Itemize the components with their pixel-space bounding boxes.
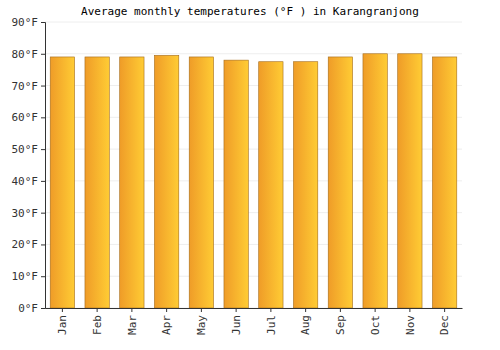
y-tick-mark (41, 213, 45, 214)
y-tick: 90°F (12, 16, 46, 29)
y-tick-label: 40°F (12, 175, 39, 188)
x-tick-label: Sep (334, 315, 347, 335)
x-axis-line (46, 308, 463, 309)
y-tick-label: 50°F (12, 143, 39, 156)
y-tick-mark (41, 117, 45, 118)
bar (432, 57, 456, 308)
y-tick: 0°F (18, 302, 45, 315)
x-tick-mark (97, 308, 98, 312)
x-tick: May (195, 308, 208, 335)
title: Average monthly temperatures (°F ) in Ka… (81, 5, 419, 18)
y-tick-mark (41, 244, 45, 245)
x-tick-mark (409, 308, 410, 312)
x-tick-mark (131, 308, 132, 312)
x-tick-label: Nov (404, 315, 417, 335)
x-tick-mark (340, 308, 341, 312)
x-tick-mark (201, 308, 202, 312)
bar (120, 57, 144, 308)
x-tick-label: Jan (56, 315, 69, 335)
y-tick-mark (41, 149, 45, 150)
y-tick: 60°F (12, 111, 46, 124)
y-tick: 80°F (12, 48, 46, 61)
x-tick: Jan (56, 308, 69, 335)
x-tick-label: Feb (91, 315, 104, 335)
y-tick-label: 20°F (12, 238, 39, 251)
bar (328, 57, 352, 308)
x-tick-label: Apr (160, 315, 173, 335)
x-tick-label: Dec (438, 315, 451, 335)
x-tick-mark (375, 308, 376, 312)
y-tick: 10°F (12, 270, 46, 283)
bar (293, 62, 317, 308)
x-tick: Mar (126, 308, 139, 335)
y-tick-label: 10°F (12, 270, 39, 283)
x-tick-mark (62, 308, 63, 312)
y-tick: 20°F (12, 238, 46, 251)
x-tick-label: Jun (230, 315, 243, 335)
x-tick: Dec (438, 308, 451, 335)
x-tick-label: Aug (299, 315, 312, 335)
y-tick: 70°F (12, 80, 46, 93)
x-tick: Oct (369, 308, 382, 335)
y-tick-label: 70°F (12, 80, 39, 93)
x-tick-label: Mar (126, 315, 139, 335)
y-tick-label: 0°F (18, 302, 38, 315)
y-tick-mark (41, 308, 45, 309)
y-axis-line (41, 23, 46, 309)
y-tick: 30°F (12, 207, 46, 220)
grid-line (45, 22, 462, 23)
x-tick-label: Oct (369, 315, 382, 335)
y-tick-label: 60°F (12, 111, 39, 124)
x-tick: Jul (265, 308, 278, 335)
x-tick: Jun (230, 308, 243, 335)
y-tick-label: 80°F (12, 48, 39, 61)
x-tick-mark (305, 308, 306, 312)
bar (363, 54, 387, 308)
y-axis: 0°F 10°F 20°F 30°F 40°F 50°F 60°F 70°F 80°F 90°F (12, 16, 46, 315)
y-tick-mark (41, 22, 45, 23)
bar (189, 57, 213, 308)
y-tick-label: 30°F (12, 207, 39, 220)
x-tick: Nov (404, 308, 417, 335)
y-tick-mark (41, 54, 45, 55)
bar (259, 62, 283, 308)
bar (154, 55, 178, 308)
x-tick: Aug (299, 308, 312, 335)
x-tick: Sep (334, 308, 347, 335)
bar (50, 57, 74, 308)
y-tick-mark (41, 276, 45, 277)
x-tick: Apr (160, 308, 173, 335)
y-tick-mark (41, 181, 45, 182)
bar (224, 60, 248, 308)
grid (45, 22, 462, 308)
x-tick-label: May (195, 315, 208, 335)
y-tick: 40°F (12, 175, 46, 188)
bar (85, 57, 109, 308)
y-tick-mark (41, 86, 45, 87)
chart: 0°F 10°F 20°F 30°F 40°F 50°F 60°F 70°F 80°F 90°F J… (0, 0, 500, 350)
x-tick-mark (236, 308, 237, 312)
x-tick-label: Jul (265, 315, 278, 335)
y-tick-label: 90°F (12, 16, 39, 29)
bar (398, 54, 422, 308)
x-tick-mark (444, 308, 445, 312)
x-tick: Feb (91, 308, 104, 335)
x-tick-mark (166, 308, 167, 312)
x-tick-mark (270, 308, 271, 312)
x-axis: Jan Feb Mar Apr May Jun Jul Aug Sep Oct Nov Dec (46, 308, 463, 335)
y-tick: 50°F (12, 143, 46, 156)
bars (50, 54, 457, 308)
plot: 0°F 10°F 20°F 30°F 40°F 50°F 60°F 70°F 80°F 90°F J… (12, 16, 463, 335)
